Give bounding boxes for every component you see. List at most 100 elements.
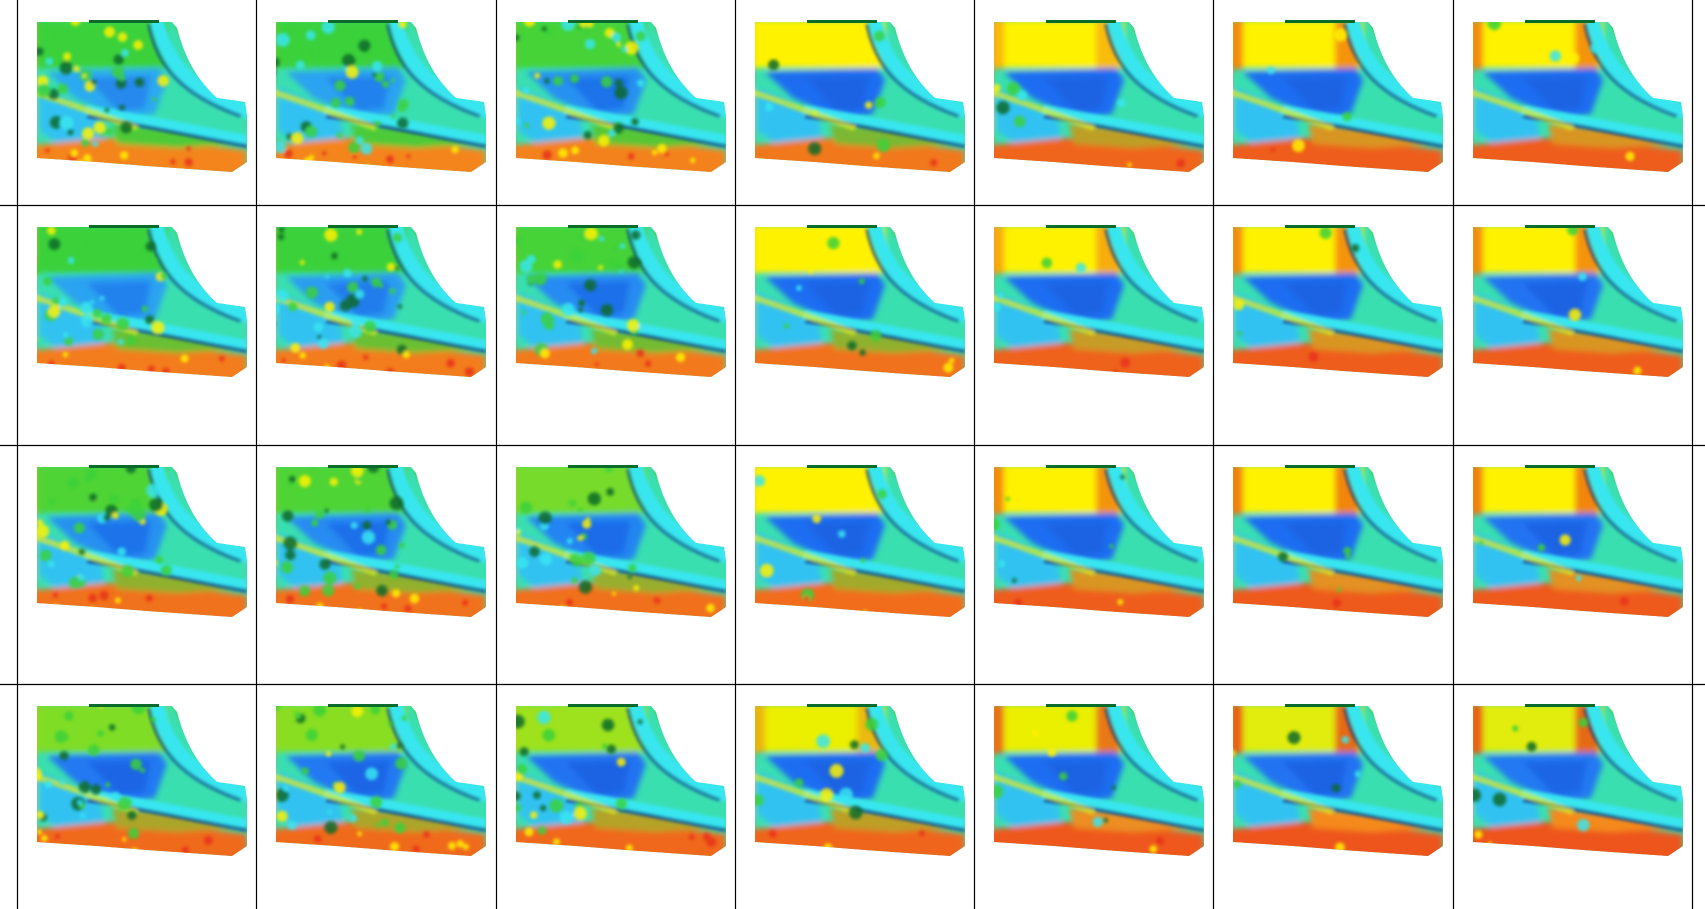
- red-column: [1233, 22, 1243, 70]
- noise-blob: [301, 767, 309, 775]
- noise-blob: [339, 254, 353, 269]
- top-band: [276, 467, 406, 513]
- noise-blob: [77, 800, 83, 805]
- top-cap: [89, 465, 159, 468]
- noise-blob: [82, 73, 87, 78]
- heatmap-cell: [1473, 465, 1683, 617]
- noise-blob: [288, 302, 298, 312]
- arc-line: [147, 468, 242, 563]
- bottom-slab: [755, 583, 965, 617]
- top-band: [755, 227, 885, 273]
- noise-blob: [847, 341, 857, 351]
- bottom-slab: [1233, 583, 1443, 617]
- blue-core: [1283, 76, 1347, 112]
- noise-blob: [1334, 28, 1348, 42]
- left-edge: [745, 20, 753, 160]
- noise-blob: [73, 65, 80, 73]
- noise-blob: [870, 330, 882, 342]
- bottom-slab: [37, 138, 247, 172]
- arc-band: [755, 771, 856, 815]
- noise-blob: [516, 236, 522, 245]
- noise-blob: [858, 278, 865, 285]
- noise-blob: [37, 767, 42, 781]
- noise-blob: [305, 125, 318, 138]
- noise-blob: [88, 593, 97, 603]
- noise-blob: [1474, 830, 1483, 839]
- noise-blob: [578, 580, 592, 594]
- noise-blob: [170, 158, 176, 165]
- arc-band: [1586, 467, 1683, 564]
- top-cap: [1046, 704, 1116, 707]
- noise-blob: [348, 141, 361, 154]
- noise-blob: [64, 711, 74, 721]
- blue-core: [1283, 281, 1347, 317]
- noise-blob: [524, 123, 530, 128]
- noise-blob: [325, 751, 332, 757]
- noise-blob: [319, 558, 331, 570]
- red-column: [1233, 227, 1243, 275]
- noise-blob: [130, 847, 139, 856]
- arc-line: [865, 23, 960, 118]
- noise-blob: [324, 301, 335, 313]
- noise-blob: [397, 304, 403, 309]
- noise-blob: [874, 97, 886, 109]
- noise-blob: [117, 32, 128, 42]
- noise-blob: [305, 729, 318, 742]
- noise-blob: [631, 118, 639, 126]
- bottom-slab: [755, 138, 965, 172]
- noise-blob: [406, 154, 411, 159]
- noise-blob: [755, 475, 765, 487]
- top-band: [516, 467, 646, 513]
- noise-blob: [52, 297, 60, 306]
- bottom-slab: [276, 343, 486, 377]
- top-cap: [1525, 465, 1595, 468]
- heatmap-cell: [1473, 704, 1683, 856]
- noise-blob: [90, 784, 102, 795]
- noise-blob: [81, 138, 90, 147]
- arc-band: [804, 550, 965, 590]
- noise-blob: [358, 39, 371, 52]
- blue-core: [1044, 76, 1108, 112]
- noise-blob: [355, 289, 365, 299]
- noise-blob: [348, 325, 362, 339]
- noise-blob: [759, 563, 774, 578]
- arc-band: [516, 87, 617, 131]
- blue-core: [1283, 760, 1347, 796]
- noise-blob: [859, 349, 866, 356]
- noise-blob: [80, 301, 93, 315]
- arc-band: [1107, 22, 1204, 119]
- noise-blob: [624, 41, 639, 55]
- noise-blob: [262, 224, 275, 237]
- noise-blob: [606, 488, 615, 496]
- noise-blob: [367, 467, 380, 473]
- arc-band: [1282, 310, 1443, 350]
- noise-blob: [877, 489, 887, 499]
- top-cap: [1285, 704, 1355, 707]
- red-column: [1233, 706, 1243, 754]
- heatmap-cell: [1233, 704, 1443, 856]
- noise-blob: [1549, 50, 1562, 62]
- left-edge: [984, 465, 992, 605]
- noise-blob: [553, 76, 563, 86]
- noise-blob: [1319, 227, 1332, 239]
- noise-blob: [356, 228, 363, 235]
- arc-band: [1346, 227, 1443, 324]
- noise-blob: [131, 706, 146, 715]
- noise-blob: [644, 360, 652, 367]
- noise-blob: [99, 295, 105, 301]
- arc-line: [1104, 228, 1199, 323]
- noise-blob: [374, 71, 385, 82]
- arc-band: [276, 87, 377, 131]
- noise-blob: [280, 561, 294, 574]
- noise-blob: [994, 518, 1000, 531]
- noise-blob: [266, 126, 274, 134]
- arc-band: [1043, 550, 1204, 590]
- mid-strip: [112, 124, 237, 148]
- noise-blob: [526, 274, 536, 284]
- noise-blob: [395, 757, 408, 770]
- noise-blob: [43, 277, 52, 286]
- noise-blob: [37, 83, 51, 98]
- mid-strip: [1548, 329, 1673, 353]
- noise-blob: [539, 804, 547, 812]
- bottom-slab: [1473, 343, 1683, 377]
